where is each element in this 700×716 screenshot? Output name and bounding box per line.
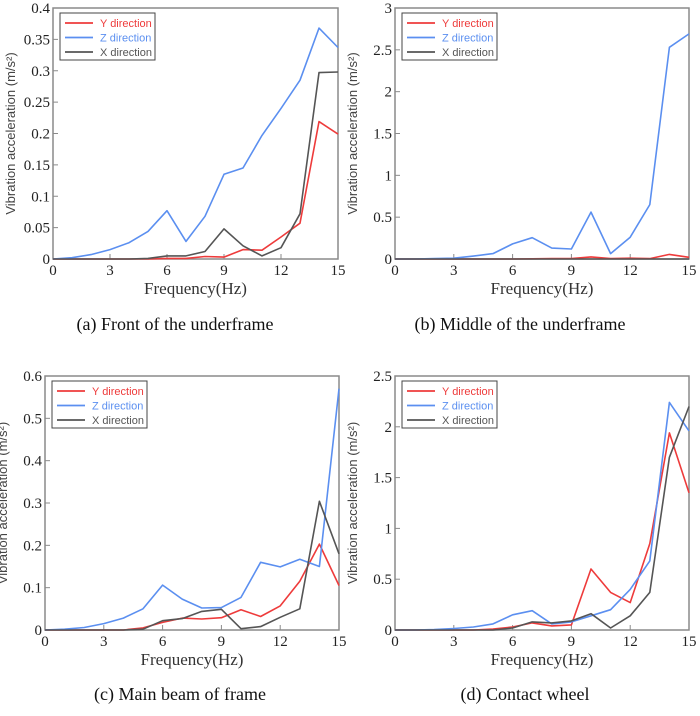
x-axis-label: Frequency(Hz) — [491, 650, 594, 669]
x-tick-label: 12 — [623, 634, 638, 650]
legend: Y direction Z direction X direction — [59, 12, 156, 61]
y-tick-label: 0 — [43, 252, 51, 268]
x-tick-label: 0 — [391, 263, 399, 279]
legend-label: Z direction — [442, 401, 493, 413]
chart-caption: (a) Front of the underframe — [77, 314, 274, 335]
legend-box — [401, 12, 498, 61]
y-axis-label: Vibration acceleration (m/s²) — [345, 422, 360, 584]
y-tick-label: 2.5 — [373, 43, 392, 59]
legend-label: Y direction — [442, 386, 494, 398]
y-tick-label: 1 — [385, 521, 393, 537]
x-tick-label: 0 — [391, 634, 399, 650]
y-tick-label: 0.5 — [23, 411, 42, 427]
y-tick-label: 0 — [385, 252, 393, 268]
legend: Y direction Z direction X direction — [401, 380, 498, 429]
x-tick-label: 6 — [509, 634, 517, 650]
y-tick-label: 1.5 — [373, 471, 392, 487]
x-tick-label: 0 — [41, 634, 49, 650]
chart-caption: (d) Contact wheel — [461, 684, 590, 705]
y-tick-label: 0.3 — [23, 496, 42, 512]
series-line-y-direction — [45, 543, 340, 631]
legend: Y direction Z direction X direction — [51, 380, 148, 429]
x-axis-label: Frequency(Hz) — [144, 279, 247, 298]
chart-b: 0 0.5 1 1.5 2 2.5 3 0 3 6 9 12 15 Frequency(Hz) Vibrat… — [345, 1, 697, 335]
y-tick-label: 0.3 — [31, 64, 50, 80]
x-tick-label: 3 — [100, 634, 108, 650]
x-tick-label: 3 — [106, 263, 114, 279]
x-tick-label: 6 — [163, 263, 171, 279]
x-axis-label: Frequency(Hz) — [141, 650, 244, 669]
series-line-y-direction — [53, 120, 339, 260]
y-axis-label: Vibration acceleration (m/s²) — [0, 422, 10, 584]
chart-caption: (c) Main beam of frame — [94, 684, 266, 705]
x-axis-label: Frequency(Hz) — [491, 279, 594, 298]
x-tick-label: 9 — [218, 634, 226, 650]
legend-label: Z direction — [442, 33, 493, 45]
series-line-z-direction — [52, 27, 339, 260]
x-tick-label: 15 — [682, 263, 697, 279]
y-tick-label: 0.4 — [31, 1, 50, 17]
chart-c: 0 0.1 0.2 0.3 0.4 0.5 0.6 0 3 6 9 12 15 Frequency(Hz)… — [0, 369, 347, 705]
x-tick-label: 12 — [623, 263, 638, 279]
chart-caption: (b) Middle of the underframe — [415, 314, 626, 335]
y-tick-label: 0 — [35, 623, 43, 639]
x-tick-label: 3 — [450, 634, 458, 650]
series-line-z-direction — [395, 33, 690, 260]
series-line-y-direction — [395, 432, 690, 631]
series-line-z-direction — [395, 401, 690, 631]
x-tick-label: 6 — [159, 634, 167, 650]
y-tick-label: 0.35 — [24, 32, 50, 48]
x-tick-label: 15 — [331, 263, 346, 279]
legend: Y direction Z direction X direction — [401, 12, 498, 61]
legend-label: Z direction — [100, 33, 151, 45]
y-tick-label: 0.15 — [24, 158, 50, 174]
legend-label: Z direction — [92, 401, 143, 413]
y-tick-label: 0.6 — [23, 369, 42, 385]
y-tick-label: 1 — [385, 168, 393, 184]
y-tick-label: 2 — [385, 420, 393, 436]
y-tick-label: 2 — [385, 85, 393, 101]
legend-label: X direction — [442, 415, 494, 427]
legend-label: Y direction — [442, 18, 494, 30]
x-tick-label: 9 — [220, 263, 228, 279]
plot-frame — [394, 375, 690, 631]
y-tick-label: 1.5 — [373, 127, 392, 143]
y-tick-label: 0.1 — [31, 189, 50, 205]
x-tick-label: 6 — [509, 263, 517, 279]
chart-a: 0 0.05 0.1 0.15 0.2 0.25 0.3 0.35 0.4 0 3 6 9 12 15 Fre… — [3, 1, 346, 335]
y-tick-label: 0.5 — [373, 210, 392, 226]
y-tick-label: 2.5 — [373, 369, 392, 385]
y-axis-label: Vibration acceleration (m/s²) — [345, 52, 360, 214]
x-tick-label: 15 — [682, 634, 697, 650]
series-line-z-direction — [44, 388, 340, 631]
series-line-x-direction — [45, 500, 340, 631]
y-tick-label: 0.05 — [24, 221, 50, 237]
y-tick-label: 0.5 — [373, 572, 392, 588]
y-tick-label: 0.2 — [23, 538, 42, 554]
x-tick-label: 9 — [568, 263, 576, 279]
y-tick-label: 0.4 — [23, 454, 42, 470]
y-tick-label: 0.1 — [23, 581, 42, 597]
y-tick-label: 0.25 — [24, 95, 50, 111]
x-tick-label: 15 — [332, 634, 347, 650]
legend-label: X direction — [100, 47, 152, 59]
x-tick-label: 3 — [450, 263, 458, 279]
y-tick-label: 0 — [385, 623, 393, 639]
chart-d: 0 0.5 1 1.5 2 2.5 0 3 6 9 12 15 Frequency(Hz) Vibrati… — [345, 369, 697, 705]
y-axis-label: Vibration acceleration (m/s²) — [3, 52, 18, 214]
x-tick-label: 12 — [274, 263, 289, 279]
legend-label: Y direction — [100, 18, 152, 30]
y-tick-label: 3 — [385, 1, 393, 17]
x-tick-label: 9 — [568, 634, 576, 650]
legend-label: X direction — [442, 47, 494, 59]
legend-label: Y direction — [92, 386, 144, 398]
x-tick-label: 12 — [273, 634, 288, 650]
x-tick-label: 0 — [49, 263, 57, 279]
series-line-x-direction — [53, 71, 339, 260]
series-line-x-direction — [395, 406, 690, 631]
y-tick-label: 0.2 — [31, 127, 50, 143]
legend-label: X direction — [92, 415, 144, 427]
